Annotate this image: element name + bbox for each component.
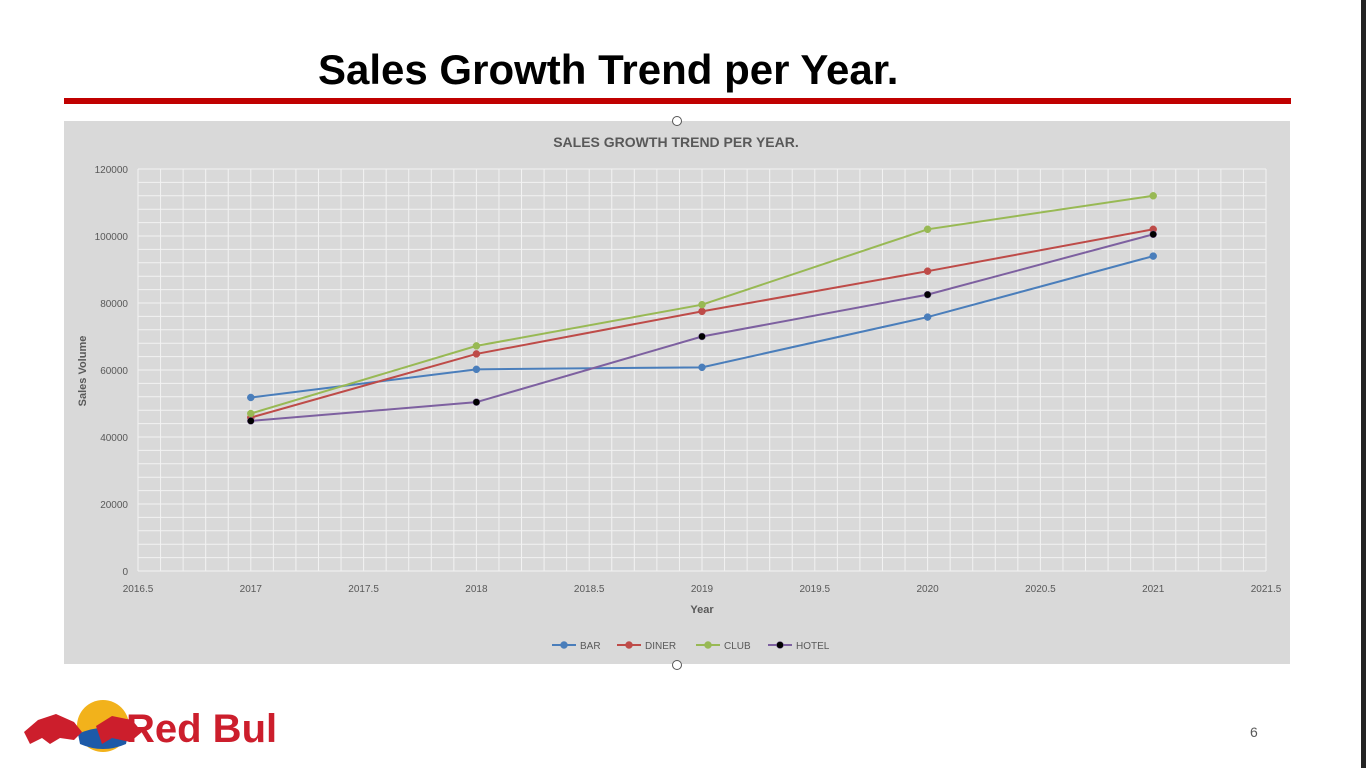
- y-tick-label: 20000: [100, 500, 128, 511]
- data-point-club: [247, 409, 255, 418]
- slide-edge: [1361, 0, 1366, 768]
- x-tick-label: 2018.5: [574, 584, 605, 595]
- x-axis: 2016.5 2017 2017.5 2018 2018.5 2019 2019.5 2020…: [123, 584, 1282, 595]
- page-number: 6: [1250, 724, 1258, 740]
- data-point-club: [1149, 192, 1157, 200]
- y-tick-label: 80000: [100, 299, 128, 310]
- legend-label-diner: DINER: [645, 641, 676, 652]
- x-tick-label: 2019: [691, 584, 714, 595]
- data-point-bar: [247, 393, 255, 402]
- data-point-diner: [472, 350, 481, 358]
- x-tick-label: 2017.5: [348, 584, 379, 595]
- x-tick-label: 2017: [240, 584, 263, 595]
- legend-label-club: CLUB: [724, 641, 751, 652]
- x-tick-label: 2016.5: [123, 584, 154, 595]
- y-tick-label: 0: [122, 567, 128, 578]
- logo-text: Red Bull: [126, 707, 277, 751]
- x-tick-label: 2020: [916, 584, 939, 595]
- y-tick-label: 100000: [95, 232, 129, 243]
- data-point-diner: [923, 267, 932, 275]
- data-point-bar: [698, 363, 706, 372]
- data-point-hotel: [472, 398, 481, 406]
- y-axis: 0 20000 40000 60000 80000 100000 120000: [95, 165, 129, 578]
- chart-title: SALES GROWTH TREND PER YEAR.: [553, 134, 799, 150]
- y-tick-label: 120000: [95, 165, 129, 176]
- data-point-hotel: [1149, 230, 1157, 239]
- data-point-bar: [472, 365, 481, 374]
- data-point-hotel: [923, 290, 932, 299]
- y-tick-label: 40000: [100, 433, 128, 444]
- data-point-club: [923, 225, 932, 234]
- chart-series: [247, 192, 1157, 425]
- data-point-hotel: [698, 332, 706, 341]
- data-point-hotel: [247, 417, 255, 425]
- data-point-bar: [1149, 252, 1157, 260]
- x-tick-label: 2021: [1142, 584, 1165, 595]
- x-tick-label: 2018: [465, 584, 488, 595]
- x-tick-label: 2019.5: [800, 584, 831, 595]
- x-tick-label: 2021.5: [1251, 584, 1282, 595]
- data-point-club: [472, 342, 481, 350]
- legend-marker-diner: [625, 641, 633, 649]
- legend-label-bar: BAR: [580, 641, 601, 652]
- x-tick-label: 2020.5: [1025, 584, 1056, 595]
- legend-label-hotel: HOTEL: [796, 641, 830, 652]
- line-chart: SALES GROWTH TREND PER YEAR. 2016.5 2017 2…: [77, 134, 1282, 652]
- chart-legend: BAR DINER CLUB HOTEL: [552, 641, 830, 652]
- slide-title: Sales Growth Trend per Year.: [318, 46, 899, 93]
- red-bull-logo: Red Bull: [16, 692, 288, 760]
- data-point-diner: [698, 307, 706, 316]
- legend-marker-hotel: [776, 641, 784, 649]
- resize-handle-top[interactable]: [672, 116, 682, 126]
- legend-marker-club: [704, 641, 712, 649]
- data-point-club: [698, 300, 706, 309]
- y-tick-label: 60000: [100, 366, 128, 377]
- data-point-bar: [923, 313, 932, 321]
- title-underline: [64, 98, 1291, 104]
- legend-marker-bar: [560, 641, 568, 649]
- resize-handle-bottom[interactable]: [672, 660, 682, 670]
- chart-container[interactable]: SALES GROWTH TREND PER YEAR. 2016.5 2017 2…: [64, 121, 1290, 664]
- y-axis-label: Sales Volume: [77, 336, 89, 407]
- x-axis-label: Year: [690, 604, 714, 616]
